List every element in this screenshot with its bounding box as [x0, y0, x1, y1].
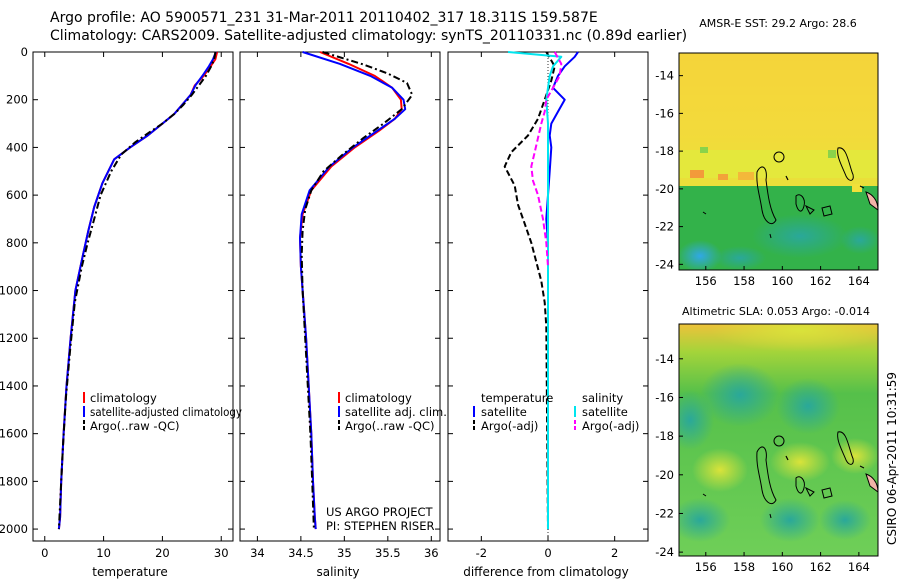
legend-label-temp-argo: Argo(-adj) [481, 419, 538, 433]
legend-title-temperature: temperature [481, 391, 553, 405]
legend-label-climatology: climatology [90, 391, 157, 405]
map-y-tick-label: -18 [655, 144, 674, 158]
y-tick-label: 2000 [0, 522, 28, 536]
csiro-signature: CSIRO 06-Apr-2011 10:31:59 [885, 372, 899, 545]
y-tick-label: 200 [6, 93, 28, 107]
legend-label-sal-satellite: satellite [582, 405, 628, 419]
x-tick-label: 20 [155, 546, 170, 560]
sst-map-axes: 156 158 160 162 164 -14 -16 -18 -20 -22 -24 [655, 69, 870, 288]
sst-map-frame [678, 52, 879, 271]
temperature-legend: climatology satellite-adjusted climatolo… [83, 391, 242, 433]
map-y-tick-label: -18 [655, 429, 674, 443]
temperature-plot: 0 10 20 30 0 200 400 600 800 1000 1200 1400 1600 1800… [0, 45, 233, 560]
y-tick-label: 0 [21, 45, 28, 59]
map-y-tick-label: -20 [655, 182, 674, 196]
legend-label-temp-satellite: satellite [481, 405, 527, 419]
pi-annotation: PI: STEPHEN RISER [326, 519, 435, 533]
difference-plot: -2 0 2 [448, 51, 648, 560]
sla-map [679, 324, 878, 556]
map-y-tick-label: -24 [655, 545, 674, 559]
legend-label-satellite: satellite-adjusted climatology [90, 405, 242, 419]
map-x-tick-label: 158 [733, 560, 755, 574]
salinity-axis-label: salinity [316, 565, 359, 579]
x-tick-label: 34.5 [288, 546, 314, 560]
temperature-plot-frame [32, 51, 234, 542]
map-x-tick-label: 160 [771, 560, 793, 574]
map-y-tick-label: -20 [655, 468, 674, 482]
legend-title-salinity: salinity [582, 391, 623, 405]
salinity-legend: climatology satellite adj. clim. Argo(..… [326, 391, 447, 533]
legend-label-sal-argo: Argo(-adj) [582, 419, 639, 433]
map-x-tick-label: 162 [810, 274, 832, 288]
x-tick-label: 34 [250, 546, 265, 560]
map-x-tick-label: 156 [695, 274, 717, 288]
series-line-1 [299, 51, 407, 530]
difference-axis-label: difference from climatology [463, 565, 629, 579]
x-tick-label: 30 [214, 546, 229, 560]
series-line-2 [300, 51, 414, 530]
y-tick-label: 1400 [0, 379, 28, 393]
map-x-tick-label: 162 [810, 560, 832, 574]
series-line-2 [57, 51, 217, 530]
series-line-1 [57, 51, 217, 530]
y-tick-label: 1800 [0, 474, 28, 488]
sla-map-title: Altimetric SLA: 0.053 Argo: -0.014 [682, 305, 870, 318]
salinity-plot: 34 34.5 35 35.5 36 [240, 51, 440, 560]
sst-map [679, 53, 878, 270]
legend-label-argo: Argo(..raw -QC) [90, 419, 180, 433]
y-tick-label: 1000 [0, 284, 28, 298]
project-annotation: US ARGO PROJECT [326, 505, 434, 519]
y-tick-label: 400 [6, 140, 28, 154]
map-y-tick-label: -16 [655, 106, 674, 120]
map-y-tick-label: -24 [655, 257, 674, 271]
climatology-subtitle: Climatology: CARS2009. Satellite-adjuste… [50, 28, 688, 44]
y-tick-label: 1600 [0, 427, 28, 441]
difference-legend: temperature salinity satellite Argo(-adj… [473, 391, 639, 433]
map-x-tick-label: 158 [733, 274, 755, 288]
sla-map-frame [678, 323, 879, 557]
series-line-0 [57, 51, 219, 530]
profile-title: Argo profile: AO 5900571_231 31-Mar-2011… [50, 10, 598, 26]
y-tick-label: 800 [6, 236, 28, 250]
legend-label-climatology: climatology [345, 391, 412, 405]
salinity-plot-frame [239, 51, 441, 542]
map-x-tick-label: 164 [848, 560, 870, 574]
series-line-3 [530, 51, 563, 267]
map-x-tick-label: 156 [695, 560, 717, 574]
map-x-tick-label: 164 [848, 274, 870, 288]
sst-map-title: AMSR-E SST: 29.2 Argo: 28.6 [699, 17, 857, 30]
legend-label-satellite: satellite adj. clim. [345, 405, 447, 419]
x-tick-label: 35.5 [375, 546, 401, 560]
map-y-tick-label: -14 [655, 69, 674, 83]
x-tick-label: 10 [96, 546, 111, 560]
temperature-axis-label: temperature [92, 565, 167, 579]
x-tick-label: -2 [476, 546, 487, 560]
series-line-0 [545, 51, 579, 530]
map-x-tick-label: 160 [771, 274, 793, 288]
sla-map-axes: 156 158 160 162 164 -14 -16 -18 -20 -22 -24 [655, 352, 870, 574]
map-y-tick-label: -22 [655, 220, 674, 234]
map-y-tick-label: -22 [655, 506, 674, 520]
legend-label-argo: Argo(..raw -QC) [345, 419, 435, 433]
y-tick-label: 600 [6, 188, 28, 202]
map-y-tick-label: -14 [655, 352, 674, 366]
x-tick-label: 36 [424, 546, 439, 560]
series-line-2 [507, 51, 563, 530]
map-y-tick-label: -16 [655, 390, 674, 404]
x-tick-label: 0 [544, 546, 551, 560]
x-tick-label: 2 [611, 546, 618, 560]
y-tick-label: 1200 [0, 331, 28, 345]
x-tick-label: 0 [41, 546, 48, 560]
x-tick-label: 35 [337, 546, 352, 560]
